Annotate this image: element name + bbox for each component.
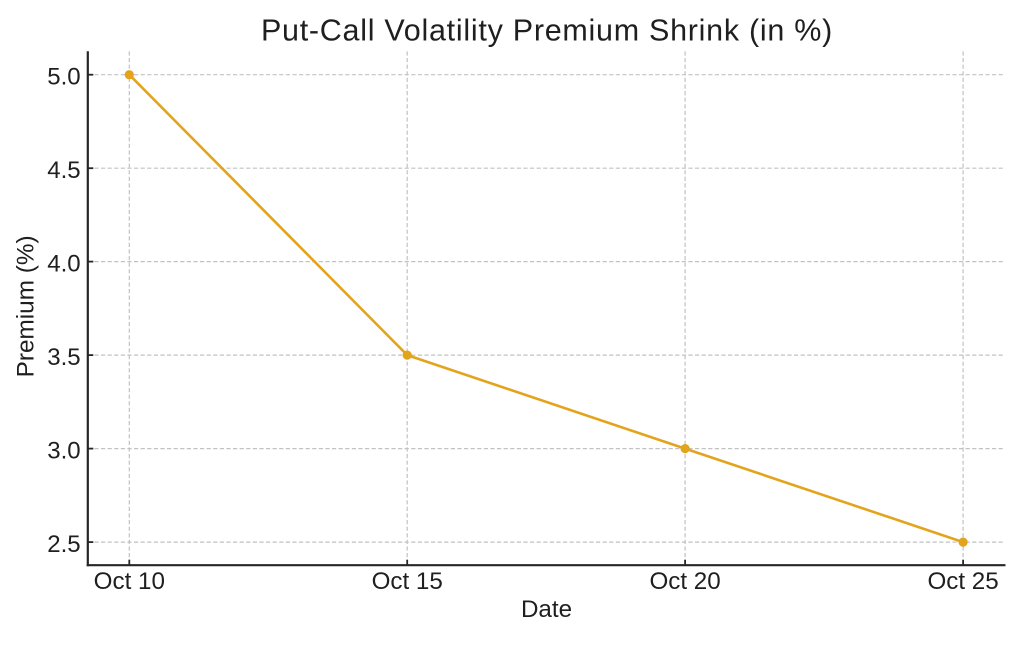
svg-text:5.0: 5.0: [47, 63, 80, 90]
svg-text:Premium (%): Premium (%): [12, 235, 39, 377]
svg-text:Oct 20: Oct 20: [649, 568, 720, 595]
svg-text:4.0: 4.0: [47, 250, 80, 277]
svg-text:3.5: 3.5: [47, 344, 80, 371]
svg-text:4.5: 4.5: [47, 157, 80, 184]
svg-text:Oct 15: Oct 15: [372, 568, 443, 595]
svg-text:Oct 25: Oct 25: [927, 568, 998, 595]
svg-text:Date: Date: [521, 596, 572, 623]
svg-text:3.0: 3.0: [47, 437, 80, 464]
svg-text:2.5: 2.5: [47, 531, 80, 558]
svg-text:Oct 10: Oct 10: [94, 568, 165, 595]
svg-text:Put-Call Volatility Premium Sh: Put-Call Volatility Premium Shrink (in %…: [261, 14, 833, 48]
